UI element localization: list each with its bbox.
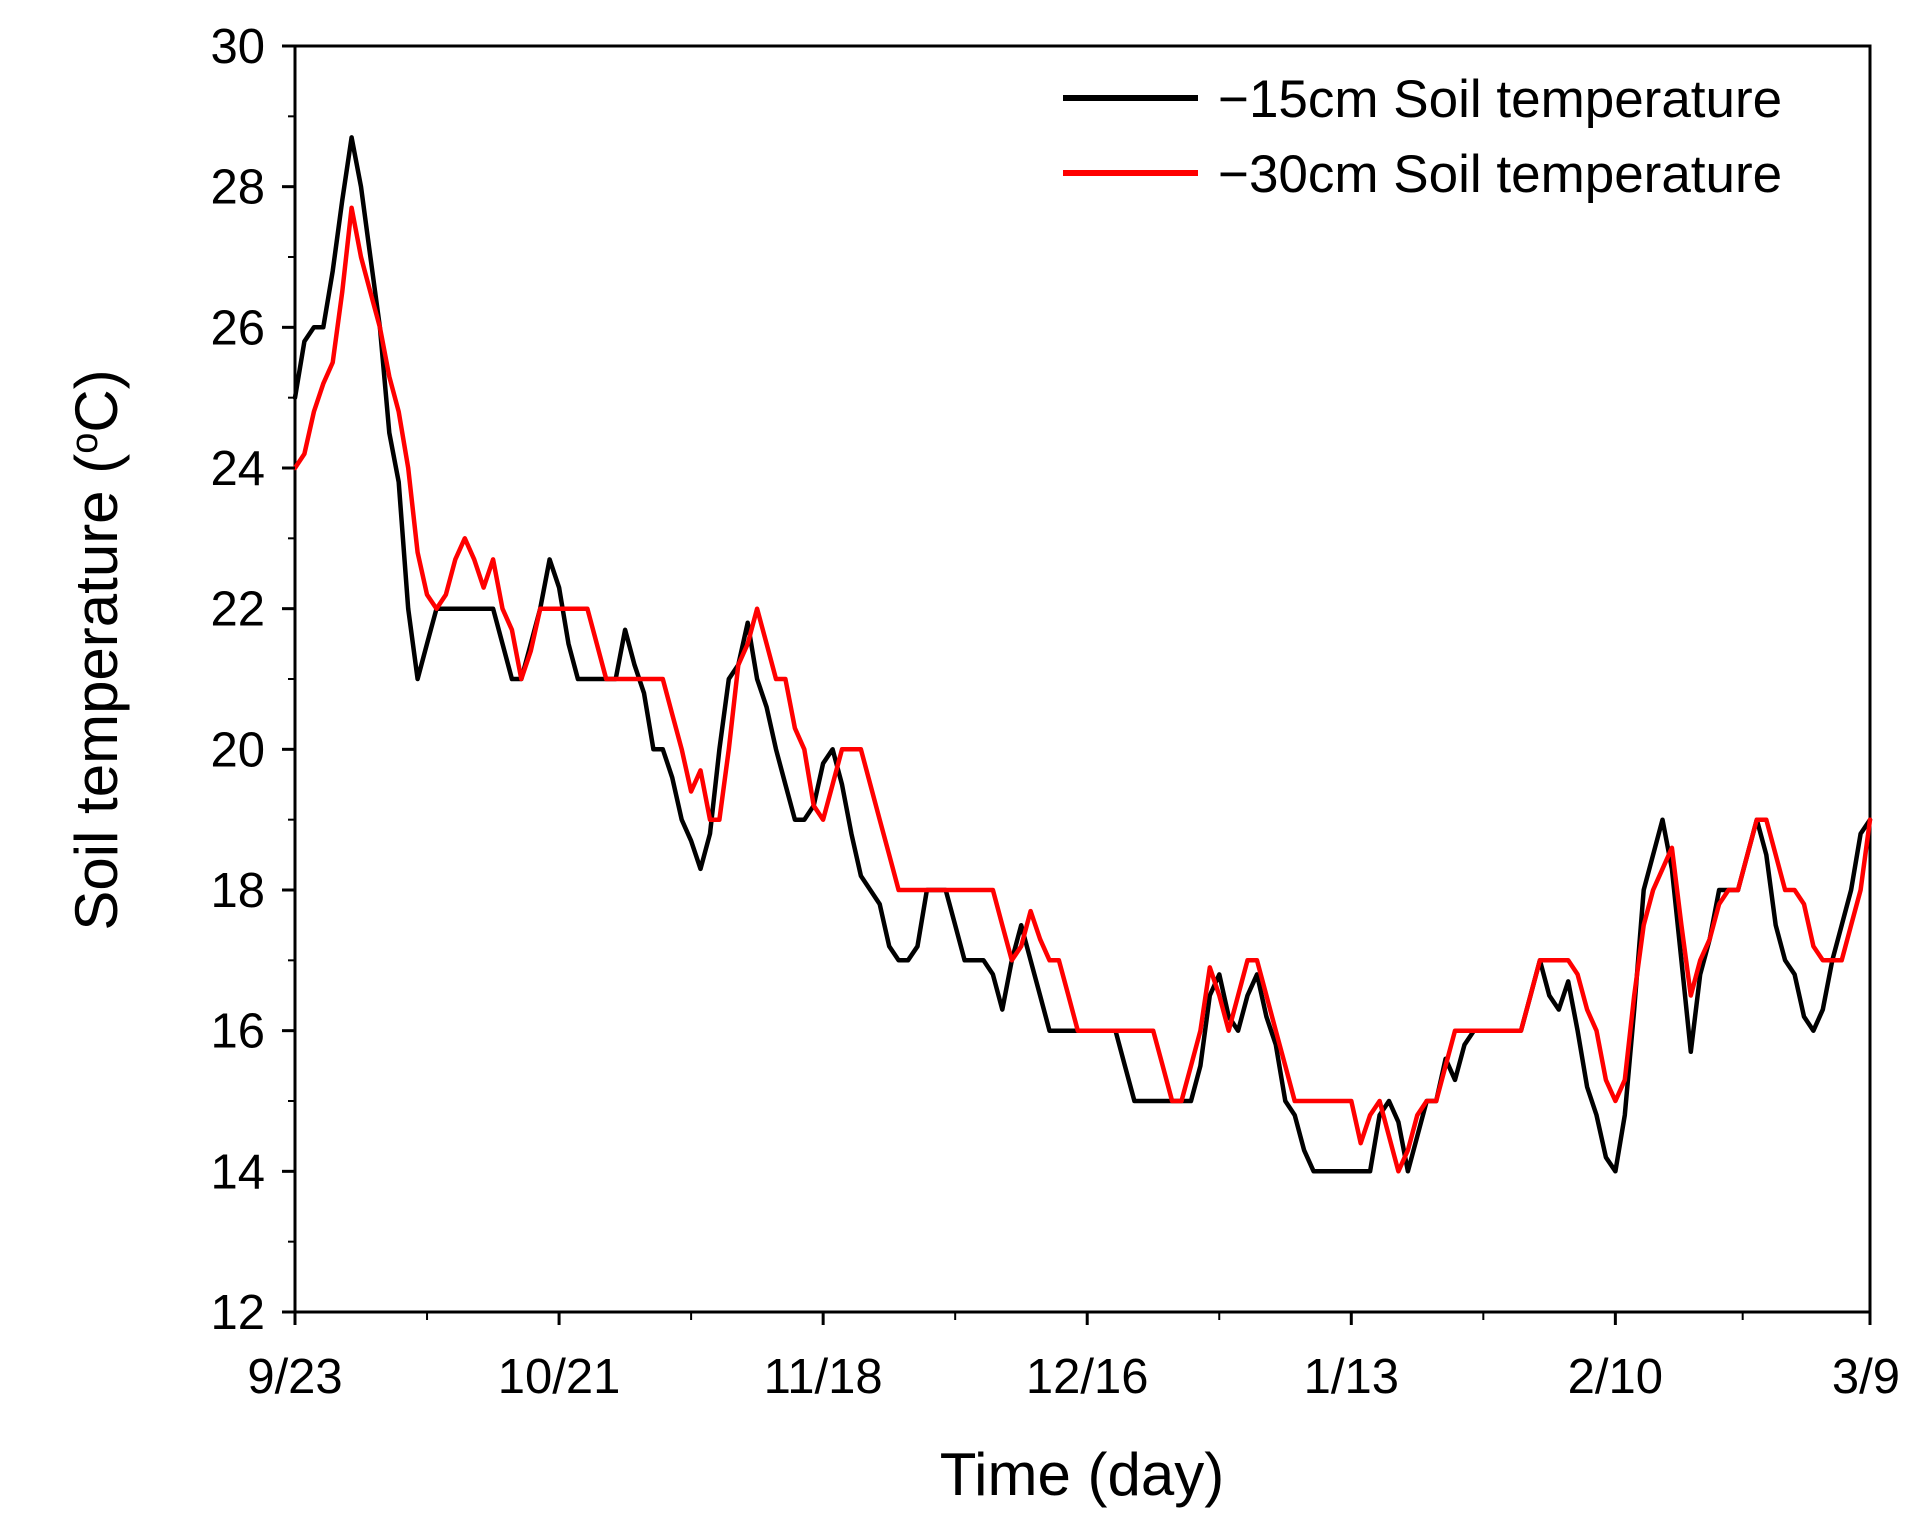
x-tick-label: 2/10 [1568, 1350, 1663, 1404]
y-tick-label: 28 [210, 161, 265, 215]
x-axis-title: Time (day) [940, 1441, 1224, 1508]
plot-area [293, 44, 1872, 1314]
legend: −15cm Soil temperature −30cm Soil temper… [1063, 70, 1782, 204]
series-line-1 [292, 205, 1873, 1174]
series-layer [292, 135, 1873, 1174]
y-axis-title: Soil temperature (oC) [63, 369, 130, 930]
x-tick-label: 1/13 [1304, 1350, 1399, 1404]
x-tick-label: 10/21 [498, 1350, 621, 1404]
y-tick-label: 12 [210, 1286, 265, 1340]
y-tick-label: 26 [210, 301, 265, 355]
y-tick-label: 22 [210, 583, 265, 637]
x-tick-label: 11/18 [764, 1350, 883, 1404]
plot-frame [293, 44, 1872, 1314]
legend-label-30cm: −30cm Soil temperature [1218, 145, 1782, 204]
y-axis-title-unit: C [63, 389, 130, 432]
y-axis: 12 14 16 18 20 22 24 26 28 30 [210, 20, 295, 1340]
y-axis-title-close: ) [63, 369, 130, 389]
y-tick-label: 14 [210, 1145, 265, 1199]
x-tick-label: 12/16 [1026, 1350, 1149, 1404]
y-tick-label: 20 [210, 723, 265, 777]
x-tick-label: 3/9 [1832, 1350, 1900, 1404]
y-axis-title-text: Soil temperature ( [63, 454, 130, 931]
y-axis-title-superscript: o [64, 433, 106, 454]
x-tick-label: 9/23 [247, 1350, 342, 1404]
y-tick-label: 18 [210, 864, 265, 918]
x-axis: 9/23 10/21 11/18 12/16 1/13 2/10 3/9 [247, 1312, 1900, 1404]
y-tick-label: 30 [210, 20, 265, 74]
y-tick-label: 24 [210, 442, 265, 496]
y-tick-label: 16 [210, 1005, 265, 1059]
legend-label-15cm: −15cm Soil temperature [1218, 70, 1782, 129]
